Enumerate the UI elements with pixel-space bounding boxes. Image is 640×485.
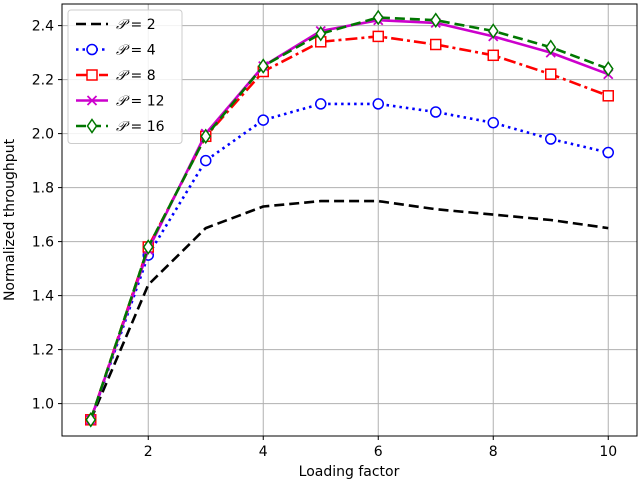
y-tick-label: 1.6 — [32, 235, 54, 251]
data-point-marker — [200, 154, 212, 167]
y-axis-title: Normalized throughput — [2, 138, 18, 301]
y-tick-label: 1.4 — [32, 289, 54, 305]
data-point-marker — [430, 38, 442, 51]
legend-label: 𝒫 = 2 — [116, 17, 156, 33]
y-tick-label: 1.8 — [32, 181, 54, 197]
data-point-marker — [487, 49, 499, 62]
x-tick-label: 10 — [599, 444, 617, 460]
y-tick-label: 2.4 — [32, 19, 54, 35]
series-line — [89, 102, 609, 421]
legend-entry: 𝒫 = 8 — [76, 68, 156, 84]
legend-marker — [86, 95, 98, 106]
legend-value: = 8 — [126, 68, 156, 84]
legend-value: = 12 — [126, 94, 164, 110]
legend-label: 𝒫 = 12 — [116, 94, 165, 110]
legend-marker — [86, 43, 98, 56]
legend-entry: 𝒫 = 4 — [76, 43, 156, 59]
y-tick-label: 1.0 — [32, 397, 54, 413]
x-tick-label: 6 — [374, 444, 383, 460]
data-point-marker — [430, 12, 442, 29]
x-tick-label: 8 — [489, 444, 498, 460]
series-line — [89, 35, 609, 421]
data-point-marker — [257, 114, 269, 126]
legend-entry: 𝒫 = 12 — [76, 94, 165, 110]
legend-value: = 16 — [126, 119, 165, 135]
data-point-marker — [85, 411, 97, 428]
data-point-marker — [257, 58, 269, 74]
legend-value: = 4 — [126, 43, 156, 59]
legend-entry: 𝒫 = 16 — [76, 118, 165, 135]
data-point-marker — [372, 98, 384, 110]
legend-label: 𝒫 = 8 — [116, 68, 156, 84]
x-tick-label: 4 — [259, 444, 268, 460]
series-line — [89, 16, 609, 421]
data-point-marker — [200, 128, 212, 145]
data-point-marker — [487, 117, 499, 129]
data-point-marker — [142, 239, 154, 255]
y-tick-label: 2.0 — [32, 127, 54, 143]
legend: 𝒫 = 2 𝒫 = 4 𝒫 = 8 𝒫 = 12 𝒫 = 16 — [67, 9, 183, 144]
data-point-marker — [372, 30, 384, 43]
series-lines — [85, 9, 614, 428]
data-point-marker — [315, 25, 327, 42]
y-tick-label: 1.2 — [32, 343, 54, 359]
legend-marker — [86, 69, 98, 81]
legend-entry: 𝒫 = 2 — [76, 17, 156, 33]
x-axis-title: Loading factor — [299, 464, 400, 480]
series-0 — [89, 199, 609, 421]
legend-label: 𝒫 = 16 — [116, 119, 165, 135]
data-point-marker — [602, 60, 614, 77]
data-point-marker — [315, 98, 327, 110]
legend-value: = 2 — [126, 17, 156, 33]
y-tick-label: 2.2 — [32, 73, 54, 89]
series-1 — [85, 98, 614, 426]
data-point-marker — [602, 146, 614, 159]
data-point-marker — [372, 9, 384, 26]
data-point-marker — [602, 90, 614, 102]
legend-label: 𝒫 = 4 — [116, 43, 156, 59]
legend-box — [67, 9, 183, 144]
data-point-marker — [545, 68, 557, 80]
axis-ticks: 2 4 6 8 10 1.0 1.2 1.4 1.6 1.8 2.0 2.2 2.4 — [32, 19, 617, 460]
series-4 — [85, 9, 614, 428]
data-point-marker — [545, 133, 557, 145]
x-tick-label: 2 — [144, 444, 153, 460]
plot-area-frame — [61, 3, 638, 437]
legend-marker — [86, 118, 98, 134]
data-point-marker — [430, 106, 442, 118]
data-point-marker — [545, 39, 557, 56]
data-point-marker — [487, 23, 499, 39]
series-line — [89, 199, 609, 421]
